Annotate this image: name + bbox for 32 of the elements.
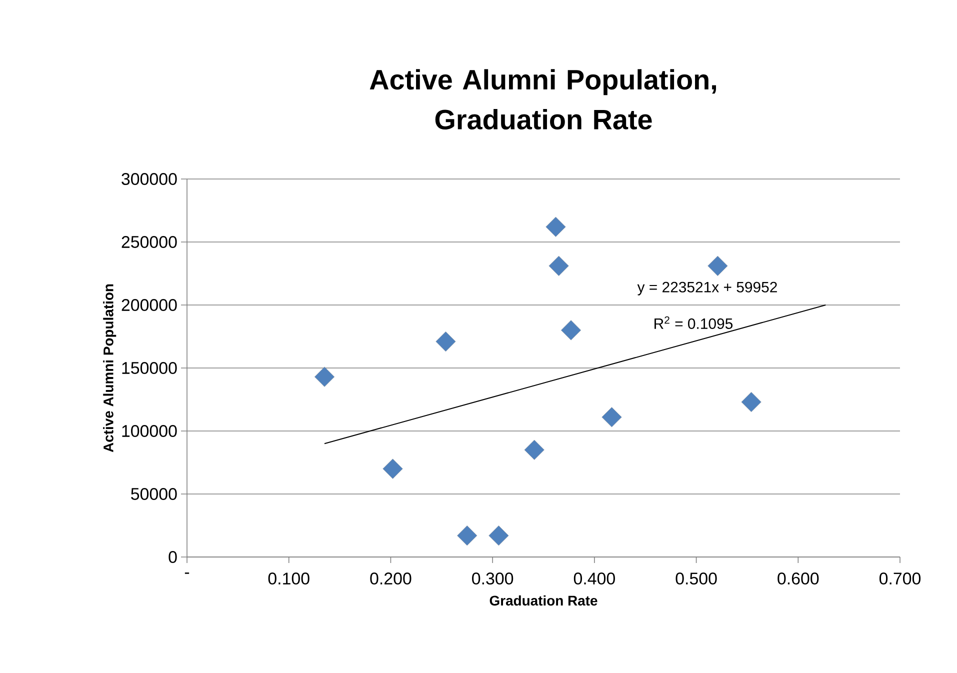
y-axis-title: Active Alumni Population (103, 284, 116, 452)
point (436, 331, 456, 352)
point (708, 256, 728, 276)
point (560, 320, 582, 340)
x-tick-label: 0.300 (472, 572, 514, 585)
y-tick-label: 50000 (131, 488, 177, 500)
y-tick-label: 250000 (122, 236, 177, 248)
point (488, 526, 509, 546)
y-tick-label: 300000 (122, 172, 177, 185)
x-tick-label: 0.200 (370, 572, 412, 585)
point (314, 366, 335, 387)
x-tick-label: 0.500 (676, 572, 717, 585)
x-tick-label: 0.600 (778, 572, 819, 585)
point (546, 216, 566, 237)
x-tick-label: 0.400 (574, 572, 615, 585)
point (741, 392, 762, 412)
point (548, 256, 569, 276)
x-axis-title: Graduation Rate (490, 595, 598, 606)
chart-title: Active Alumni Population, Graduation Rate (370, 69, 716, 130)
y-tick-label: 200000 (122, 299, 177, 311)
y-tick-label: 150000 (122, 362, 177, 374)
annotation: R$^{2}$ = 0.1095 (654, 316, 733, 329)
y-tick-label: 0 (168, 551, 177, 563)
x-tick-label: 0.700 (879, 572, 921, 585)
point (602, 407, 622, 428)
point (457, 526, 478, 546)
x-tick-label: - (184, 572, 190, 574)
point (382, 458, 403, 479)
point (524, 440, 544, 460)
y-tick-label: 100000 (122, 425, 177, 437)
annotation: y = 223521x + 59952 (637, 282, 777, 296)
x-tick-label: 0.100 (268, 572, 310, 585)
